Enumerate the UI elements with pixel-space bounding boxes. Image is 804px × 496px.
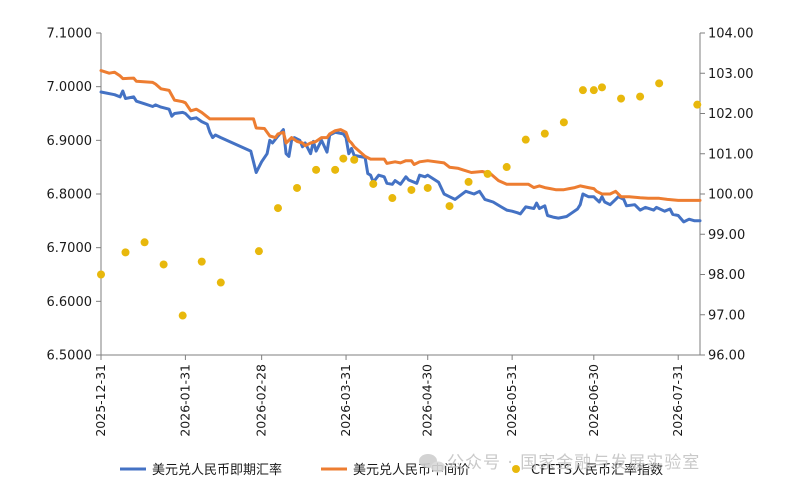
cfets-point — [589, 86, 598, 95]
legend-item-spot: 美元兑人民币即期汇率 — [120, 462, 282, 478]
cfets-point — [388, 194, 397, 203]
cfets-point — [655, 79, 664, 88]
y-left-tick-label: 6.9000 — [47, 134, 93, 149]
y-right-tick-label: 101.00 — [708, 147, 754, 162]
y-right-tick-label: 103.00 — [708, 67, 754, 82]
cfets-point — [216, 278, 225, 287]
cfets-point — [140, 238, 149, 247]
y-left-tick-label: 6.6000 — [47, 295, 93, 310]
y-right-tick-label: 100.00 — [708, 188, 754, 203]
cfets-point — [502, 163, 511, 172]
cfets-point — [273, 204, 282, 213]
plot-area — [97, 69, 702, 320]
x-tick-label: 2026-02-28 — [254, 364, 269, 437]
cfets-point — [617, 94, 626, 103]
axes: 6.5000 6.6000 6.7000 6.8000 6.9000 7.0000 7.10… — [47, 27, 754, 437]
x-tick-label: 2026-06-30 — [586, 364, 601, 437]
cfets-point — [559, 118, 568, 127]
cfets-point — [407, 185, 416, 194]
cfets-point — [464, 177, 473, 186]
cfets-point — [597, 83, 606, 92]
watermark: 公众号 · 国家金融与发展实验室 — [419, 453, 700, 473]
y-right-tick-label: 102.00 — [708, 107, 754, 122]
cfets-point — [693, 100, 702, 109]
cfets-point — [483, 169, 492, 178]
y-right-tick-label: 97.00 — [708, 308, 745, 323]
cfets-point — [312, 165, 321, 174]
y-right-tick-label: 104.00 — [708, 27, 754, 42]
cfets-point — [121, 248, 130, 257]
legend-label-cfets: CFETS人民币汇率指数 — [531, 462, 663, 478]
watermark-text: 公众号 · 国家金融与发展实验室 — [447, 453, 700, 473]
x-tick-label: 2025-12-31 — [93, 364, 108, 437]
cfets-point — [331, 165, 340, 174]
cfets-point — [178, 311, 187, 320]
cfets-point — [636, 92, 645, 101]
series-spot-line — [99, 89, 702, 224]
legend-item-cfets: CFETS人民币汇率指数 — [512, 462, 663, 478]
series-central-line — [99, 69, 702, 202]
series-cfets-points — [97, 79, 702, 320]
x-tick-label: 2026-07-31 — [670, 364, 685, 437]
wechat-icon — [419, 454, 445, 473]
y-right-tick-label: 99.00 — [708, 228, 745, 243]
cfets-point — [197, 257, 206, 266]
cfets-point — [521, 135, 530, 144]
x-tick-label: 2026-01-31 — [177, 364, 192, 437]
y-left-tick-label: 6.5000 — [47, 349, 93, 364]
legend-label-spot: 美元兑人民币即期汇率 — [152, 462, 282, 478]
y-left-tick-label: 7.1000 — [47, 27, 93, 42]
x-tick-label: 2026-04-30 — [420, 364, 435, 437]
cfets-point — [159, 260, 168, 269]
cfets-point — [578, 86, 587, 95]
y-right-tick-label: 96.00 — [708, 349, 745, 364]
cfets-point — [369, 179, 378, 188]
legend: 美元兑人民币即期汇率 美元兑人民币中间价 CFETS人民币汇率指数 — [120, 462, 663, 478]
legend-swatch-cfets — [512, 465, 520, 473]
cfets-point — [540, 129, 549, 138]
cfets-point — [350, 155, 359, 164]
cfets-point — [254, 247, 263, 256]
x-tick-label: 2026-05-31 — [504, 364, 519, 437]
y-right-tick-label: 98.00 — [708, 268, 745, 283]
cfets-point — [445, 202, 454, 211]
y-left-tick-label: 6.7000 — [47, 241, 93, 256]
cfets-point — [339, 154, 348, 163]
cfets-point — [97, 270, 105, 279]
cfets-point — [423, 183, 432, 192]
y-left-tick-label: 7.0000 — [47, 80, 93, 95]
x-tick-label: 2026-03-31 — [338, 364, 353, 437]
cfets-point — [293, 183, 302, 192]
y-left-tick-label: 6.8000 — [47, 188, 93, 203]
